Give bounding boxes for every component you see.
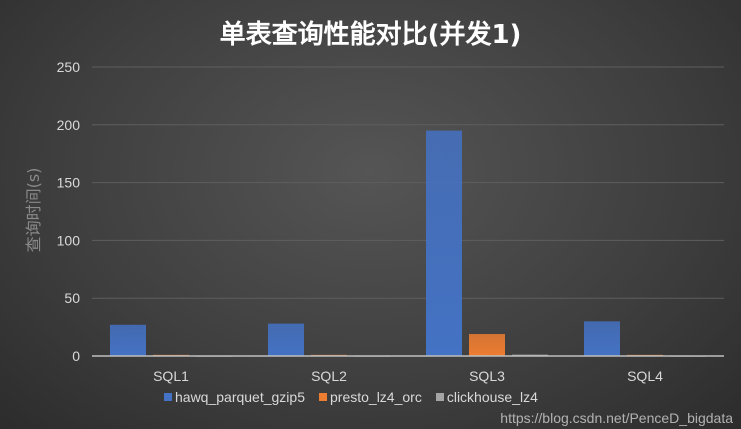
y-tick-label: 200 (57, 117, 81, 133)
x-tick-label: SQL1 (153, 368, 189, 384)
bar-hawq_parquet_gzip5-SQL1 (110, 324, 146, 356)
x-tick-label: SQL4 (627, 368, 663, 384)
legend-item: clickhouse_lz4 (435, 389, 538, 405)
legend-item: presto_lz4_orc (319, 389, 422, 405)
legend-swatch (435, 393, 444, 401)
x-tick-label: SQL3 (469, 368, 505, 384)
bar-presto_lz4_orc-SQL3 (469, 334, 505, 356)
legend-swatch (319, 393, 327, 401)
legend-item: hawq_parquet_gzip5 (164, 389, 305, 405)
bar-hawq_parquet_gzip5-SQL4 (584, 321, 620, 356)
legend: hawq_parquet_gzip5 presto_lz4_orc clickhou… (164, 389, 538, 405)
chart-title: 单表查询性能对比(并发1) (219, 20, 522, 50)
watermark: https://blog.csdn.net/PenceD_bigdata (500, 410, 733, 426)
y-tick-label: 50 (64, 290, 80, 306)
y-tick-label: 150 (57, 175, 81, 191)
bar-hawq_parquet_gzip5-SQL2 (268, 323, 304, 356)
x-tick-label: SQL2 (311, 368, 347, 384)
y-tick-label: 0 (72, 348, 80, 364)
bar-hawq_parquet_gzip5-SQL3 (426, 130, 462, 356)
legend-label: presto_lz4_orc (330, 389, 422, 405)
legend-label: clickhouse_lz4 (446, 389, 538, 405)
y-tick-label: 100 (57, 232, 81, 248)
legend-label: hawq_parquet_gzip5 (175, 389, 305, 405)
legend-swatch (164, 393, 172, 401)
y-tick-label: 250 (57, 59, 81, 75)
